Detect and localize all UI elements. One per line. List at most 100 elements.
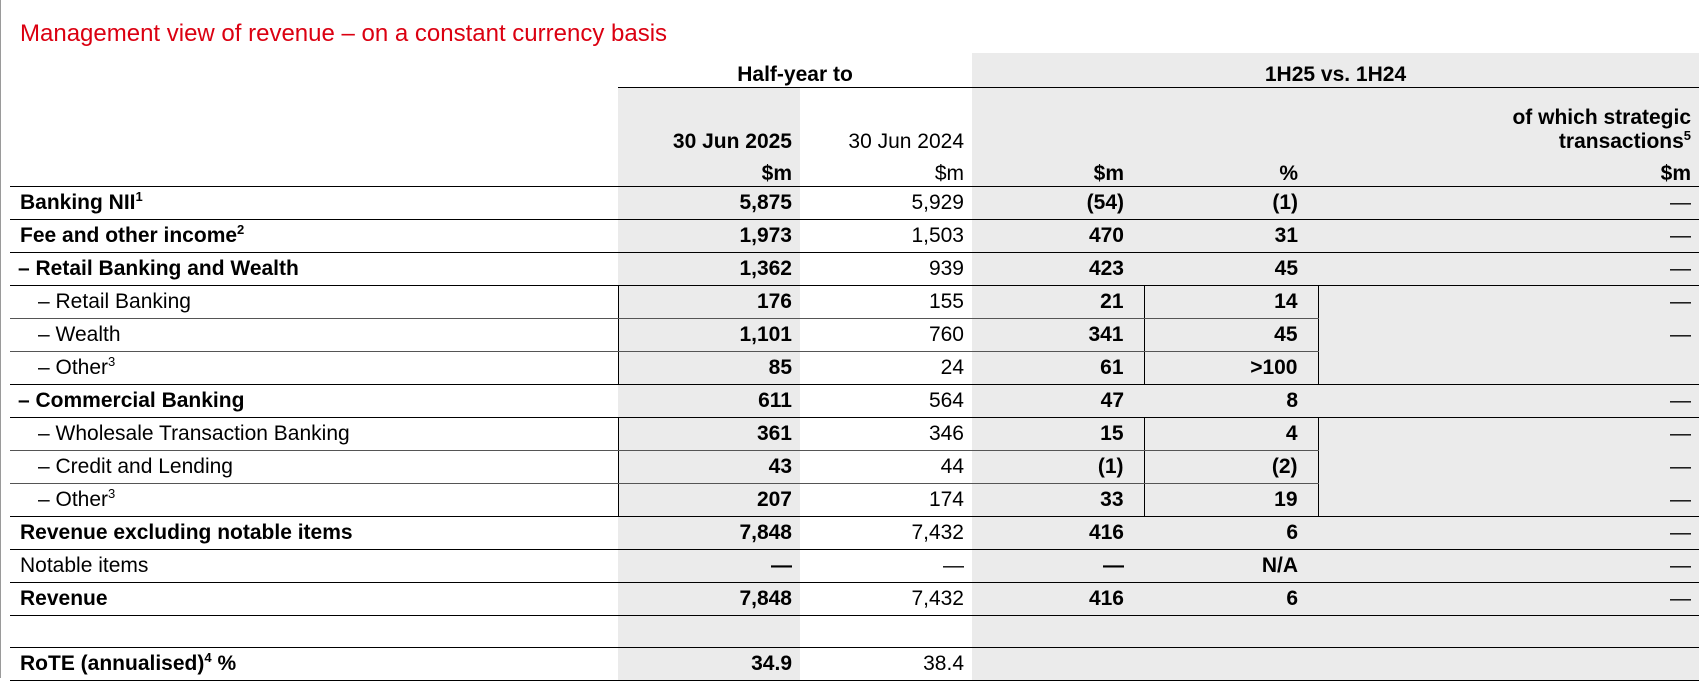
cell-2024: 5,929 — [800, 186, 972, 220]
cell-strategic: — — [1318, 219, 1700, 253]
revenue-table: Half-year to 1H25 vs. 1H24 30 Jun 2025 3… — [10, 53, 1700, 681]
cell-strategic: — — [1318, 549, 1700, 583]
cell-percent: 4 — [1143, 417, 1319, 451]
table-row: Banking NII1 5,875 5,929 (54) (1) — — [10, 186, 1700, 220]
cell-change: 33 — [972, 483, 1144, 517]
cell-change: 15 — [972, 417, 1144, 451]
cell-2025: 43 — [617, 450, 800, 484]
table-row: Revenue excluding notable items 7,848 7,… — [10, 516, 1700, 550]
table-row: – Credit and Lending 43 44 (1) (2) — — [10, 450, 1700, 484]
cell-percent: 6 — [1144, 516, 1318, 550]
cell-change: 416 — [972, 582, 1144, 616]
cell-2025: 1,101 — [617, 318, 800, 352]
cell-2025: 7,848 — [618, 516, 800, 550]
table-row: – Other3 207 174 33 19 — — [10, 483, 1700, 517]
cell-2025: 34.9 — [618, 647, 800, 681]
table-row: – Retail Banking and Wealth 1,362 939 42… — [10, 252, 1700, 286]
cell-2024: 38.4 — [800, 647, 972, 681]
cell-2024: 564 — [800, 384, 972, 418]
row-label: Revenue excluding notable items — [10, 516, 618, 550]
cell-change: 416 — [972, 516, 1144, 550]
cell-2025: 1,973 — [618, 219, 800, 253]
header-strategic-line1: of which strategic — [1512, 106, 1692, 129]
table-row: – Commercial Banking 611 564 47 8 — — [10, 384, 1700, 418]
cell-percent: (2) — [1143, 450, 1319, 484]
cell-2025: 207 — [617, 483, 800, 517]
cell-2024: 7,432 — [800, 516, 972, 550]
cell-strategic: — — [1318, 417, 1700, 451]
cell-2024: 155 — [800, 285, 972, 319]
header-strategic: of which strategic transactions5 — [1318, 87, 1700, 154]
cell-change: (54) — [972, 186, 1144, 220]
cell-2025: 7,848 — [618, 582, 800, 616]
unit-percent: % — [1144, 154, 1318, 187]
row-label: Revenue — [10, 582, 618, 616]
cell-2024: 939 — [800, 252, 972, 286]
cell-percent: 8 — [1144, 384, 1318, 418]
row-label: – Commercial Banking — [10, 384, 618, 418]
cell-percent: 6 — [1144, 582, 1318, 616]
cell-2024: 174 — [800, 483, 972, 517]
cell-2024: — — [800, 549, 972, 583]
cell-2025: 361 — [617, 417, 800, 451]
table-row: – Wholesale Transaction Banking 361 346 … — [10, 417, 1700, 451]
header-row-groups: Half-year to 1H25 vs. 1H24 — [10, 53, 1700, 88]
cell-strategic — [1318, 351, 1700, 385]
cell-strategic: — — [1318, 483, 1700, 517]
cell-strategic: — — [1318, 582, 1700, 616]
cell-strategic: — — [1318, 252, 1700, 286]
footnote-3: 3 — [108, 354, 116, 369]
cell-strategic: — — [1318, 285, 1700, 319]
cell-2025: — — [618, 549, 800, 583]
header-strategic-line2: transactions — [1558, 130, 1684, 153]
cell-strategic: — — [1318, 516, 1700, 550]
cell-change: 470 — [972, 219, 1144, 253]
footnote-4: 4 — [204, 650, 212, 665]
footnote-1: 1 — [135, 189, 143, 204]
cell-change: 341 — [972, 318, 1144, 352]
cell-percent: N/A — [1144, 549, 1318, 583]
row-label: Banking NII1 — [10, 186, 618, 220]
header-row-units: $m $m $m % $m — [10, 154, 1700, 187]
footnote-5: 5 — [1683, 128, 1692, 143]
cell-2025: 176 — [617, 285, 800, 319]
row-label: – Retail Banking and Wealth — [10, 252, 618, 286]
unit-strategic: $m — [1318, 154, 1700, 187]
cell-percent: 14 — [1143, 285, 1319, 319]
cell-percent: >100 — [1143, 351, 1319, 385]
cell-change: 423 — [972, 252, 1144, 286]
cell-change: — — [972, 549, 1144, 583]
footnote-3: 3 — [108, 486, 116, 501]
cell-2024: 7,432 — [800, 582, 972, 616]
left-border — [0, 0, 1, 678]
table-row: Notable items — — — N/A — — [10, 549, 1700, 583]
row-label: – Retail Banking — [10, 285, 618, 319]
table-row-rote: RoTE (annualised)4 % 34.9 38.4 — [10, 647, 1700, 681]
unit-2024: $m — [800, 154, 972, 187]
table-row: – Retail Banking 176 155 21 14 — — [10, 285, 1700, 319]
cell-strategic: — — [1318, 450, 1700, 484]
cell-2025: 5,875 — [618, 186, 800, 220]
cell-percent: 19 — [1143, 483, 1319, 517]
table-row: – Wealth 1,101 760 341 45 — — [10, 318, 1700, 352]
row-label: – Wealth — [10, 318, 618, 352]
row-label: – Credit and Lending — [10, 450, 618, 484]
cell-percent: (1) — [1144, 186, 1318, 220]
cell-2025: 85 — [617, 351, 800, 385]
footnote-2: 2 — [237, 222, 245, 237]
cell-2025: 611 — [618, 384, 800, 418]
row-label: – Other3 — [10, 483, 618, 517]
unit-change: $m — [972, 154, 1144, 187]
header-row-dates: 30 Jun 2025 30 Jun 2024 of which strateg… — [10, 87, 1700, 154]
cell-percent: 31 — [1144, 219, 1318, 253]
row-label: – Wholesale Transaction Banking — [10, 417, 618, 451]
cell-2024: 760 — [800, 318, 972, 352]
row-label: RoTE (annualised)4 % — [10, 647, 618, 681]
cell-2024: 24 — [800, 351, 972, 385]
cell-percent: 45 — [1143, 318, 1319, 352]
table-row: – Other3 85 24 61 >100 — [10, 351, 1700, 385]
row-label: Notable items — [10, 549, 618, 583]
cell-2024: 1,503 — [800, 219, 972, 253]
row-label: Fee and other income2 — [10, 219, 618, 253]
